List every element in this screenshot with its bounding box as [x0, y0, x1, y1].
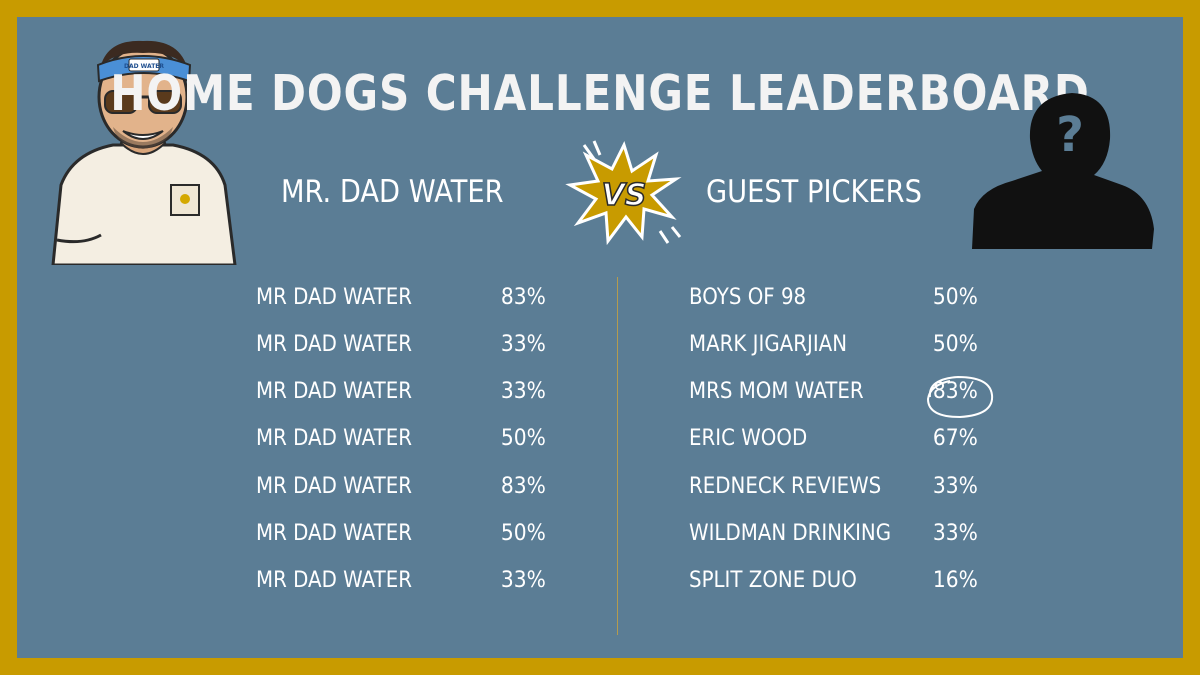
vs-burst-icon: VS: [565, 140, 682, 246]
entry-percent: 50%: [933, 332, 978, 357]
list-item: MR DAD WATER 50%: [256, 521, 546, 551]
list-item: MR DAD WATER 33%: [256, 568, 546, 598]
list-item: SPLIT ZONE DUO 16%: [689, 568, 978, 598]
entry-name: MR DAD WATER: [256, 474, 412, 499]
entry-name: SPLIT ZONE DUO: [689, 568, 857, 593]
leaderboard-panel: DAD WATER HOME DOGS CHALLENGE LEADERBOAR…: [17, 17, 1183, 658]
entry-percent: 50%: [933, 285, 978, 310]
list-item: MR DAD WATER 50%: [256, 426, 546, 456]
entry-percent: 83%: [501, 474, 546, 499]
list-item: MR DAD WATER 33%: [256, 379, 546, 409]
entry-percent: 33%: [933, 521, 978, 546]
entry-name: MRS MOM WATER: [689, 379, 864, 404]
list-item: MR DAD WATER 33%: [256, 332, 546, 362]
entry-percent: 83%: [501, 285, 546, 310]
right-heading: GUEST PICKERS: [706, 174, 922, 210]
list-item: MR DAD WATER 83%: [256, 474, 546, 504]
list-item: WILDMAN DRINKING 33%: [689, 521, 978, 551]
highlight-circle-icon: [926, 375, 994, 419]
page-title: HOME DOGS CHALLENGE LEADERBOARD: [110, 65, 1090, 122]
mystery-silhouette-icon: ?: [972, 93, 1154, 249]
entry-percent: 33%: [501, 332, 546, 357]
entry-percent: 33%: [501, 568, 546, 593]
entry-name: ERIC WOOD: [689, 426, 808, 451]
entry-name: REDNECK REVIEWS: [689, 474, 882, 499]
entry-name: BOYS OF 98: [689, 285, 807, 310]
entry-name: MR DAD WATER: [256, 521, 412, 546]
headband-label: DAD WATER: [124, 63, 164, 70]
cartoon-man-avatar-icon: DAD WATER: [51, 40, 237, 265]
column-divider: [617, 277, 618, 635]
entry-name: MR DAD WATER: [256, 379, 412, 404]
entry-percent: 50%: [501, 521, 546, 546]
entry-name: WILDMAN DRINKING: [689, 521, 892, 546]
vs-label: VS: [602, 178, 647, 213]
entry-percent: 50%: [501, 426, 546, 451]
entry-percent: 16%: [933, 568, 978, 593]
entry-percent: 67%: [933, 426, 978, 451]
entry-percent: 33%: [501, 379, 546, 404]
svg-text:?: ?: [1056, 107, 1084, 163]
list-item: MARK JIGARJIAN 50%: [689, 332, 978, 362]
entry-name: MR DAD WATER: [256, 332, 412, 357]
left-heading: MR. DAD WATER: [281, 174, 504, 210]
list-item: MR DAD WATER 83%: [256, 285, 546, 315]
entry-name: MR DAD WATER: [256, 285, 412, 310]
list-item: REDNECK REVIEWS 33%: [689, 474, 978, 504]
entry-name: MARK JIGARJIAN: [689, 332, 848, 357]
list-item: BOYS OF 98 50%: [689, 285, 978, 315]
entry-name: MR DAD WATER: [256, 426, 412, 451]
entry-name: MR DAD WATER: [256, 568, 412, 593]
list-item: ERIC WOOD 67%: [689, 426, 978, 456]
entry-percent: 33%: [933, 474, 978, 499]
